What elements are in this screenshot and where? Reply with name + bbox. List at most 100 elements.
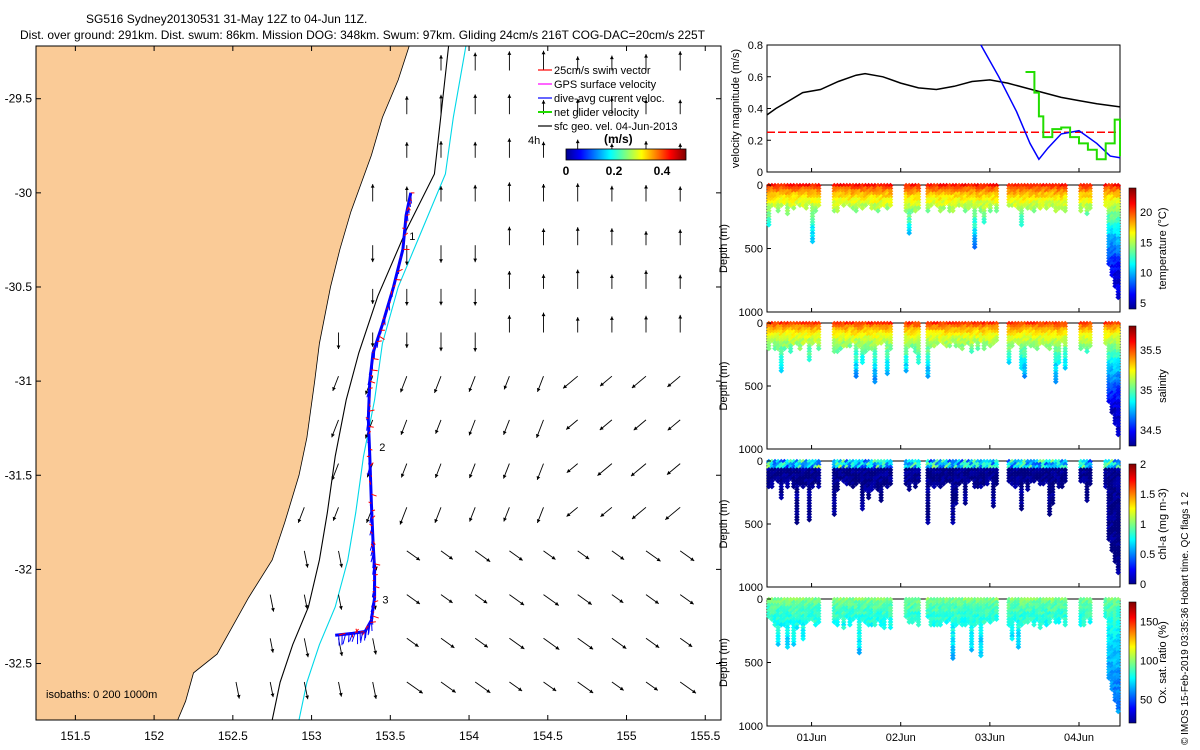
velocity-arrowhead xyxy=(644,99,648,104)
swim-vector xyxy=(359,630,364,633)
velocity-arrowhead xyxy=(622,645,627,649)
dac-vector xyxy=(409,197,411,208)
velocity-arrowhead xyxy=(448,599,453,603)
velocity-y-tick: 0 xyxy=(757,167,763,179)
velocity-arrowhead xyxy=(575,99,580,103)
dac-vector xyxy=(351,632,356,642)
velocity-arrowhead xyxy=(336,345,341,350)
velocity-arrowhead xyxy=(541,274,546,278)
dac-vector xyxy=(369,510,373,523)
velocity-series-net-glider-velocity xyxy=(1025,71,1121,161)
velocity-arrowhead xyxy=(599,426,604,431)
dac-vector xyxy=(369,525,373,536)
dac-vector xyxy=(406,210,409,222)
velocity-arrowhead xyxy=(473,52,478,57)
legend-dac: dive-avg current veloc. xyxy=(554,93,665,105)
velocity-arrowhead xyxy=(338,605,343,610)
dac-vector xyxy=(388,302,391,311)
velocity-arrowhead xyxy=(399,520,404,525)
velocity-arrowhead xyxy=(692,689,696,694)
map-x-tick-label: 152 xyxy=(144,729,164,743)
velocity-arrowhead xyxy=(552,687,557,692)
swim-vector xyxy=(372,540,376,545)
velocity-arrowhead xyxy=(644,185,648,189)
velocity-arrowhead xyxy=(644,270,648,274)
velocity-arrowhead xyxy=(631,384,636,389)
velocity-arrowhead xyxy=(469,517,473,522)
map-chart: 123 151.5 152 152.5 153 153.5 154 154.5 155 155.… xyxy=(5,45,722,743)
profile-point xyxy=(794,199,800,206)
velocity-arrowhead xyxy=(439,347,443,352)
isobath-1000m xyxy=(271,45,450,721)
swim-vector xyxy=(371,509,376,512)
velocity-arrowhead xyxy=(439,301,443,306)
swim-vector xyxy=(386,307,389,310)
velocity-y-tick: 0.8 xyxy=(748,40,763,52)
velocity-arrowhead xyxy=(678,99,683,104)
coastline xyxy=(35,45,410,721)
map-x-tick-label: 154.5 xyxy=(533,729,563,743)
swim-vector xyxy=(374,563,381,566)
profile-point xyxy=(787,202,794,209)
profile-point xyxy=(812,207,819,214)
land-polygon xyxy=(35,45,410,721)
dac-vector xyxy=(366,388,371,398)
velocity-arrowhead xyxy=(503,385,508,390)
velocity-y-label: velocity magnitude (m/s) xyxy=(730,49,742,168)
velocity-arrowhead xyxy=(451,688,456,693)
velocity-arrowhead xyxy=(678,143,683,147)
velocity-arrowhead xyxy=(270,693,275,698)
velocity-arrowhead xyxy=(609,274,614,278)
velocity-arrowhead xyxy=(678,274,683,279)
swim-vector xyxy=(354,628,359,634)
swim-vector xyxy=(368,430,371,435)
swim-vector xyxy=(365,417,369,420)
velocity-arrowhead xyxy=(589,645,594,650)
velocity-arrowhead xyxy=(518,556,523,561)
dac-vector xyxy=(371,615,374,625)
swim-vector xyxy=(373,600,379,603)
velocity-arrowhead xyxy=(236,694,241,699)
velocity-arrowhead xyxy=(536,518,541,523)
dac-vector xyxy=(367,441,370,451)
velocity-series-sfc-geo-vel- xyxy=(766,72,1121,116)
velocity-arrowhead xyxy=(654,600,659,604)
velocity-arrowhead xyxy=(575,269,580,274)
dac-vector xyxy=(373,347,376,360)
profile-point xyxy=(784,210,791,217)
dac-vector xyxy=(370,503,372,512)
velocity-arrowhead xyxy=(666,470,671,475)
velocity-arrowhead xyxy=(364,434,369,439)
map-colorbar-tick: 0.4 xyxy=(654,164,671,178)
velocity-arrowhead xyxy=(370,184,375,188)
velocity-arrowhead xyxy=(370,300,375,304)
swim-vector xyxy=(405,214,410,216)
velocity-arrowhead xyxy=(551,555,556,560)
velocity-arrowhead xyxy=(297,518,302,523)
dac-vector xyxy=(364,629,367,639)
time-tick-label: 04Jun xyxy=(1064,732,1094,744)
velocity-arrowhead xyxy=(305,563,309,568)
velocity-arrowhead xyxy=(541,141,546,146)
swim-vector xyxy=(382,322,386,326)
dac-vector xyxy=(367,624,370,636)
velocity-arrowhead xyxy=(338,692,343,697)
dac-vector xyxy=(401,242,405,251)
depth-label: Depth (m) xyxy=(718,500,730,549)
velocity-arrowhead xyxy=(404,142,409,146)
velocity-arrowhead xyxy=(373,695,378,699)
velocity-arrowhead xyxy=(619,686,624,691)
velocity-arrowhead xyxy=(609,55,614,60)
velocity-arrowhead xyxy=(541,183,546,188)
velocity-arrowhead xyxy=(690,557,695,561)
swim-vector xyxy=(374,573,378,576)
velocity-arrowhead xyxy=(469,474,473,479)
dac-vector xyxy=(370,352,374,362)
velocity-arrowhead xyxy=(609,228,614,232)
dac-vector xyxy=(384,309,388,318)
velocity-arrowhead xyxy=(575,317,580,321)
velocity-arrowhead xyxy=(600,382,604,387)
velocity-arrowhead xyxy=(404,186,409,190)
